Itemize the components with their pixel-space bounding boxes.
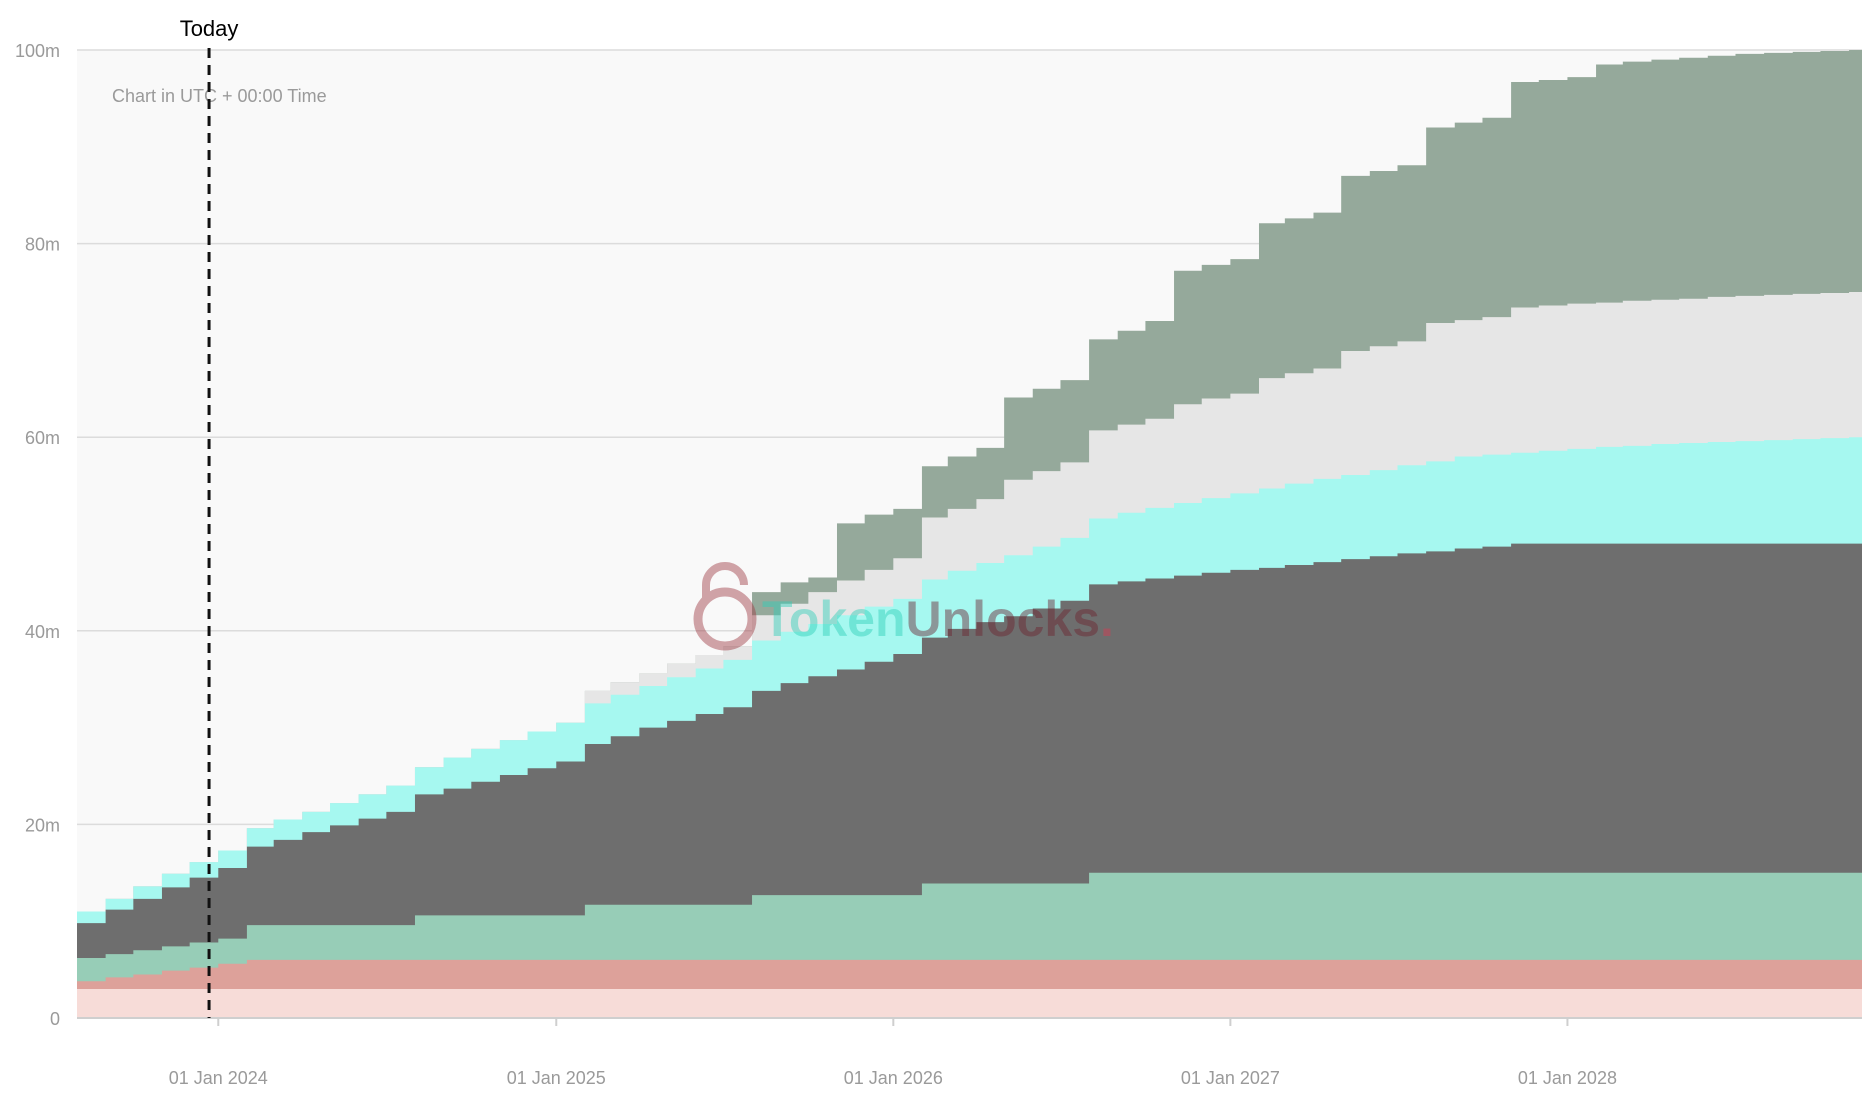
y-tick-label: 60m bbox=[25, 428, 60, 448]
lock-logo-icon bbox=[693, 562, 757, 651]
x-tick-label: 01 Jan 2025 bbox=[507, 1068, 606, 1088]
x-tick-label: 01 Jan 2026 bbox=[844, 1068, 943, 1088]
watermark: TokenUnlocks. bbox=[693, 562, 1114, 651]
stacked-areas bbox=[77, 50, 1862, 1018]
watermark-brand-token: Token bbox=[762, 591, 906, 647]
timezone-note: Chart in UTC + 00:00 Time bbox=[112, 86, 327, 106]
series-area-0 bbox=[77, 988, 1862, 1018]
svg-text:TokenUnlocks.: TokenUnlocks. bbox=[762, 591, 1114, 647]
watermark-brand-unlocks: Unlocks bbox=[906, 591, 1101, 647]
x-tick-label: 01 Jan 2024 bbox=[169, 1068, 268, 1088]
x-tick-label: 01 Jan 2027 bbox=[1181, 1068, 1280, 1088]
watermark-brand-dot: . bbox=[1100, 591, 1114, 647]
today-label: Today bbox=[180, 16, 239, 41]
y-tick-label: 0 bbox=[50, 1009, 60, 1029]
y-tick-label: 80m bbox=[25, 235, 60, 255]
y-tick-label: 20m bbox=[25, 815, 60, 835]
y-tick-label: 100m bbox=[15, 41, 60, 61]
y-tick-label: 40m bbox=[25, 622, 60, 642]
axes: 0 20m 40m 60m 80m 100m 01 Jan 2024 01 Jan 2025 0… bbox=[15, 41, 1862, 1088]
x-tick-label: 01 Jan 2028 bbox=[1518, 1068, 1617, 1088]
